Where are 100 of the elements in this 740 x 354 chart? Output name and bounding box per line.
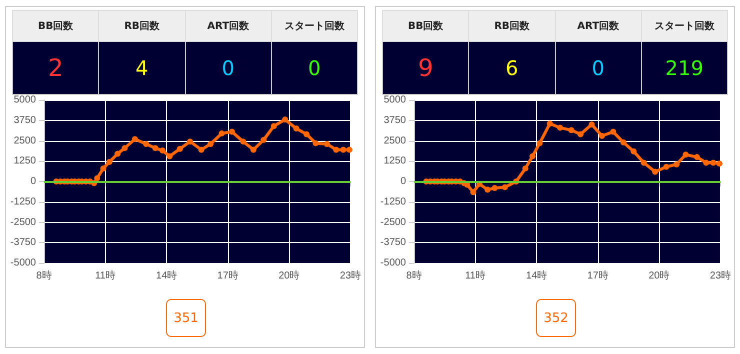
y-tick-label: -1250	[380, 196, 406, 208]
point	[502, 184, 508, 190]
point	[228, 128, 235, 135]
y-tick-label: 2500	[384, 135, 406, 146]
y-tick-label: 5000	[14, 94, 36, 106]
x-tick-label: 20時	[648, 270, 670, 282]
data-label: 6	[468, 42, 555, 94]
data-label: 219	[641, 42, 728, 94]
point	[522, 165, 528, 172]
x-tick-label: 17時	[587, 270, 608, 282]
y-tick-label: 5000	[384, 94, 406, 106]
point	[640, 160, 647, 166]
category-label: ART回数	[555, 10, 642, 42]
data-label: 2	[12, 42, 99, 94]
y-tick-label: 0	[30, 176, 36, 187]
point	[529, 153, 536, 160]
x-tick-label: 17時	[217, 270, 238, 282]
data-label: 0	[185, 42, 272, 94]
x-tick-label: 23時	[340, 270, 361, 282]
category-label: BB回数	[12, 10, 99, 42]
point	[333, 146, 340, 153]
point	[250, 146, 256, 153]
point	[630, 148, 637, 154]
point	[652, 168, 658, 175]
point	[114, 150, 121, 157]
point	[106, 158, 112, 165]
y-tick-label: -1250	[10, 196, 36, 208]
point	[346, 146, 352, 153]
point	[240, 138, 246, 145]
point	[100, 165, 106, 172]
point	[588, 121, 595, 128]
data-label: 4	[98, 42, 185, 94]
x-tick-label: 11時	[95, 270, 116, 282]
point	[208, 141, 214, 148]
point	[484, 186, 491, 193]
point	[143, 141, 150, 148]
text: 352	[536, 299, 576, 337]
point	[470, 189, 476, 196]
point	[674, 161, 680, 168]
point	[663, 164, 670, 170]
point	[682, 152, 689, 158]
point	[187, 138, 194, 145]
y-tick-label: -2500	[10, 216, 36, 228]
y-tick-label: 3750	[14, 114, 36, 126]
point	[536, 140, 543, 146]
point	[122, 145, 128, 152]
data-label: 0	[271, 42, 358, 94]
y-tick-label: -5000	[10, 258, 36, 268]
y-tick-label: 2500	[14, 135, 36, 146]
x-tick-label: 11時	[465, 270, 486, 282]
point	[94, 175, 100, 182]
point	[492, 185, 498, 192]
point	[568, 127, 574, 134]
x-tick-label: 14時	[156, 270, 178, 282]
data-label: 0	[555, 42, 642, 94]
y-tick-label: -3750	[380, 237, 406, 248]
y-tick-label: 1250	[14, 156, 36, 167]
y-tick-label: 3750	[384, 114, 406, 126]
x-tick-label: 23時	[710, 270, 731, 282]
y-tick-label: -2500	[380, 216, 406, 228]
point	[176, 146, 183, 152]
category-label: スタート回数	[271, 10, 358, 42]
y-tick-label: 0	[400, 176, 406, 187]
data-label: 9	[382, 42, 469, 94]
text: 351	[166, 299, 206, 337]
point	[694, 154, 700, 160]
point	[282, 116, 288, 123]
point	[152, 145, 158, 152]
x-tick-label: 8時	[406, 270, 422, 282]
point	[218, 130, 225, 136]
category-label: スタート回数	[641, 10, 728, 42]
y-tick-label: -3750	[10, 237, 36, 248]
point	[557, 124, 564, 131]
y-tick-label: 1250	[384, 156, 406, 167]
category-label: RB回数	[98, 10, 185, 42]
point	[340, 146, 346, 153]
point	[198, 146, 204, 153]
point	[312, 140, 319, 146]
category-label: ART回数	[185, 10, 272, 42]
point	[260, 136, 267, 143]
point	[304, 131, 310, 138]
point	[546, 120, 553, 127]
y-tick-label: -5000	[380, 258, 406, 268]
point	[620, 139, 626, 146]
point	[710, 160, 716, 166]
point	[132, 136, 138, 142]
point	[578, 131, 584, 138]
point	[166, 153, 173, 160]
x-tick-label: 20時	[278, 270, 300, 282]
point	[703, 160, 710, 166]
point	[610, 128, 616, 135]
point	[293, 126, 300, 132]
point	[598, 132, 605, 139]
category-label: BB回数	[382, 10, 469, 42]
point	[324, 141, 330, 148]
point	[716, 160, 722, 167]
point	[270, 123, 277, 130]
point	[159, 148, 166, 154]
x-tick-label: 14時	[526, 270, 548, 282]
x-tick-label: 8時	[36, 270, 52, 282]
